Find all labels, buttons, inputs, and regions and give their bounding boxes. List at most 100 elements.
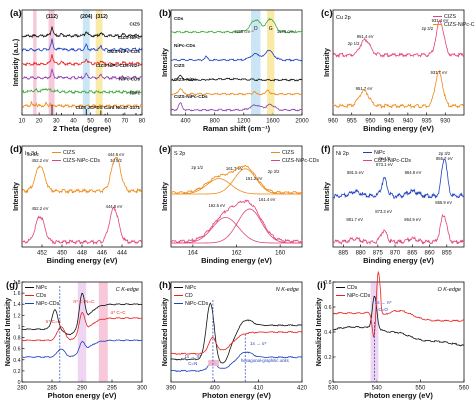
highlight-band xyxy=(95,10,103,115)
x-tick-label: 1600 xyxy=(266,119,280,125)
series-line xyxy=(332,295,465,347)
series-line xyxy=(170,164,303,195)
annotation: 951.4 eV xyxy=(357,34,374,39)
x-tick-label: 940 xyxy=(403,119,414,125)
x-axis-label: Photon energy (eV) xyxy=(48,391,117,400)
panel-label: (h) xyxy=(159,280,171,291)
y-tick-label: 0.4 xyxy=(13,358,20,364)
panel-title: N K-edge xyxy=(276,287,299,293)
series-label: NiPc-CDs xyxy=(174,43,196,48)
series-line xyxy=(170,102,303,112)
legend-label: NiPc-CDs xyxy=(185,301,209,307)
x-tick-label: 875 xyxy=(373,251,384,257)
annotation: 2p 3/2 xyxy=(268,169,280,174)
series-label: CIZS-NiPc-CDs-Ni2+ xyxy=(96,63,141,68)
series-label: CIZS-NiPc-CDs xyxy=(107,49,140,54)
annotation: D xyxy=(254,26,258,32)
panel-title: C K-edge xyxy=(116,287,139,293)
series-line xyxy=(332,158,465,199)
plot-frame xyxy=(170,9,303,116)
panel-label: (i) xyxy=(317,280,326,291)
x-tick-label: 955 xyxy=(347,119,358,125)
series-line xyxy=(21,339,143,358)
annotation: G xyxy=(269,26,273,32)
y-axis-label: Normalized Intensity xyxy=(162,298,169,367)
x-tick-label: 446 xyxy=(97,251,108,257)
x-tick-label: 448 xyxy=(77,251,88,257)
annotation: 855.9 eV xyxy=(435,200,452,205)
x-tick-label: 930 xyxy=(440,119,451,125)
x-tick-label: 80 xyxy=(139,119,146,125)
annotation: 3d 5/2 xyxy=(110,158,122,163)
series-line xyxy=(170,88,303,96)
panel-g: 280 285 290 295 300 0 0.2 0.4 0.6 0.8 1 1.2 1.4 1.6 1.… xyxy=(5,280,148,400)
annotation: (204) xyxy=(80,14,92,20)
series-line xyxy=(21,37,143,53)
x-axis-label: Binding energy (eV) xyxy=(363,124,434,133)
x-tick-label: 390 xyxy=(166,386,177,392)
y-axis-label: Intensity xyxy=(13,182,20,211)
annotation: 864.9 eV xyxy=(404,217,421,222)
annotation: 873.1 eV xyxy=(376,162,393,167)
annotation: 161.4 eV xyxy=(259,197,276,202)
annotation: 2p 3/2 xyxy=(421,26,433,31)
annotation: 161.2 eV xyxy=(246,176,263,181)
panel-title: In 3d xyxy=(25,151,37,157)
panel-label: (g) xyxy=(6,280,18,291)
y-axis-label: Intensity xyxy=(162,48,169,77)
legend-label: CIZS-NiPc-CDs xyxy=(444,22,474,28)
y-axis-label: Intensity (a.u.) xyxy=(13,39,20,86)
series-line xyxy=(21,312,143,342)
annotation: 3d 3/2 xyxy=(27,152,39,157)
y-tick-label: 1.8 xyxy=(13,280,20,286)
series-line xyxy=(332,213,465,245)
y-tick-label: 0.2 xyxy=(13,369,20,375)
annotation: π* C=C xyxy=(45,319,61,324)
y-tick-label: 0.8 xyxy=(13,336,20,342)
x-tick-label: 70 xyxy=(122,119,129,125)
panel-label: (e) xyxy=(159,144,171,155)
panel-title: Ni 2p xyxy=(336,151,349,157)
y-tick-label: 1.2 xyxy=(13,313,20,319)
x-tick-label: 865 xyxy=(407,251,418,257)
x-tick-label: 162 xyxy=(231,251,242,257)
x-tick-label: 30 xyxy=(53,119,60,125)
panel-i: 530 540 550 560 0 0.2 0.4 0.6 0.8 Photon energy (… xyxy=(316,270,470,400)
x-tick-label: 400 xyxy=(181,119,192,125)
x-tick-label: 540 xyxy=(372,386,383,392)
annotation: 2p 3/2 xyxy=(439,151,451,156)
annotation: σ* C–C xyxy=(110,310,126,315)
x-tick-label: 40 xyxy=(70,119,77,125)
y-tick-label: 0 xyxy=(18,380,21,386)
highlight-band xyxy=(48,10,55,115)
series-label: CIZS-NiPc xyxy=(174,77,197,82)
series-line xyxy=(170,49,303,62)
series-line xyxy=(21,100,143,109)
plot-frame xyxy=(170,145,303,248)
annotation: (312) xyxy=(96,14,108,20)
panel-h: 390 400 410 420 Photon energy (eV) Normalized… xyxy=(159,280,308,400)
panel-f: 885 880 875 870 865 860 855 Binding energy (eV)… xyxy=(321,144,465,265)
x-axis-label: 2 Theta (degree) xyxy=(53,124,111,133)
series-line xyxy=(21,54,143,67)
y-tick-label: 1 xyxy=(18,324,21,330)
legend-label: CIZS-NiPc-CDs xyxy=(63,158,100,164)
series-line xyxy=(332,19,465,58)
y-axis-label: Intensity xyxy=(324,182,331,211)
series-label: NiPc xyxy=(130,91,141,96)
highlight-band xyxy=(267,10,275,115)
series-label: NiPc-CDs xyxy=(119,77,140,82)
x-tick-label: 444 xyxy=(117,251,128,257)
y-axis-label: Normalized Intensity xyxy=(5,298,12,367)
x-axis-label: Binding energy (eV) xyxy=(201,256,272,265)
x-tick-label: 280 xyxy=(17,386,28,392)
panel-title: S 2p xyxy=(174,151,185,157)
annotation: 2p 1/2 xyxy=(191,165,203,170)
annotation: C=O xyxy=(378,307,388,312)
legend-label: CIZS-NiPc-CDs xyxy=(282,158,319,164)
highlight-band xyxy=(77,282,87,382)
y-tick-label: 1.4 xyxy=(13,302,20,308)
x-axis-label: Raman shift (cm⁻¹) xyxy=(203,124,271,133)
annotation: 1365 cm⁻¹ xyxy=(234,29,254,34)
x-tick-label: 550 xyxy=(415,386,426,392)
